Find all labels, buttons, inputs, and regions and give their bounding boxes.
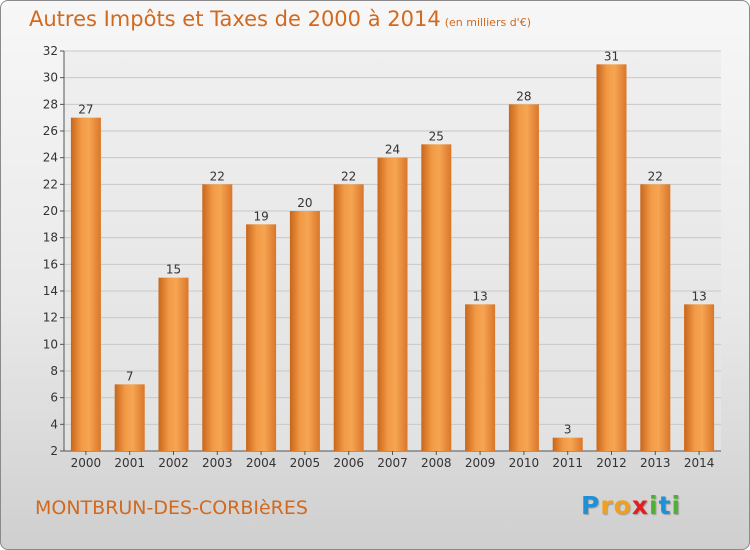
data-label: 22 — [648, 169, 663, 183]
data-label: 13 — [691, 289, 706, 303]
x-tick-label: 2012 — [596, 456, 627, 470]
y-tick-label: 16 — [43, 257, 58, 271]
x-tick-label: 2010 — [509, 456, 540, 470]
bar — [508, 104, 539, 451]
data-label: 7 — [126, 369, 134, 383]
x-tick-label: 2008 — [421, 456, 452, 470]
chart-title: Autres Impôts et Taxes de 2000 à 2014 (en… — [29, 7, 531, 31]
logo-letter: r — [600, 491, 614, 520]
x-tick-label: 2011 — [552, 456, 583, 470]
x-tick-label: 2013 — [640, 456, 671, 470]
y-tick-label: 8 — [50, 364, 58, 378]
data-label: 13 — [472, 289, 487, 303]
y-tick-label: 4 — [50, 417, 58, 431]
data-label: 3 — [564, 423, 572, 437]
bar — [246, 224, 277, 451]
bar — [114, 384, 145, 451]
x-tick-label: 2009 — [465, 456, 496, 470]
y-tick-label: 32 — [43, 44, 58, 58]
x-tick-label: 2006 — [333, 456, 364, 470]
proxiti-logo: Proxiti — [581, 491, 681, 520]
y-tick-label: 6 — [50, 391, 58, 405]
bar — [596, 64, 627, 452]
bar — [202, 184, 233, 452]
bar — [333, 184, 364, 452]
logo-letter: x — [631, 491, 649, 520]
y-tick-label: 18 — [43, 231, 58, 245]
y-tick-label: 26 — [43, 124, 58, 138]
y-tick-label: 10 — [43, 337, 58, 351]
logo-letter: o — [613, 491, 632, 520]
y-tick-label: 2 — [50, 444, 58, 458]
y-tick-label: 12 — [43, 311, 58, 325]
data-label: 28 — [516, 89, 531, 103]
y-tick-label: 30 — [43, 71, 58, 85]
y-tick-label: 22 — [43, 177, 58, 191]
y-tick-label: 20 — [43, 204, 58, 218]
data-label: 25 — [429, 129, 444, 143]
data-label: 27 — [78, 103, 93, 117]
bar — [377, 157, 408, 451]
bar — [465, 304, 496, 451]
bar — [70, 117, 101, 452]
data-label: 20 — [297, 196, 312, 210]
bar — [421, 144, 452, 452]
x-tick-label: 2000 — [71, 456, 102, 470]
place-name: MONTBRUN-DES-CORBIèRES — [35, 497, 308, 519]
logo-letter: P — [581, 491, 601, 520]
logo-letter: i — [671, 491, 682, 520]
x-tick-label: 2007 — [377, 456, 408, 470]
y-tick-label: 28 — [43, 97, 58, 111]
bar — [684, 304, 715, 451]
chart-title-text: Autres Impôts et Taxes de 2000 à 2014 — [29, 7, 441, 31]
data-label: 31 — [604, 49, 619, 63]
x-tick-label: 2014 — [684, 456, 715, 470]
x-tick-label: 2003 — [202, 456, 233, 470]
logo-letter: t — [658, 491, 672, 520]
x-tick-label: 2005 — [290, 456, 321, 470]
data-label: 24 — [385, 143, 400, 157]
y-tick-label: 14 — [43, 284, 58, 298]
data-label: 22 — [210, 169, 225, 183]
x-tick-label: 2001 — [114, 456, 145, 470]
bar — [552, 437, 583, 451]
x-tick-label: 2002 — [158, 456, 189, 470]
chart-subtitle: (en milliers d'€) — [444, 16, 531, 29]
data-label: 19 — [253, 209, 268, 223]
y-tick-label: 24 — [43, 151, 58, 165]
x-tick-label: 2004 — [246, 456, 277, 470]
bar — [158, 277, 189, 451]
bar — [289, 211, 320, 451]
logo-letter: i — [649, 491, 659, 520]
data-label: 22 — [341, 169, 356, 183]
data-label: 15 — [166, 263, 181, 277]
bar — [640, 184, 671, 452]
